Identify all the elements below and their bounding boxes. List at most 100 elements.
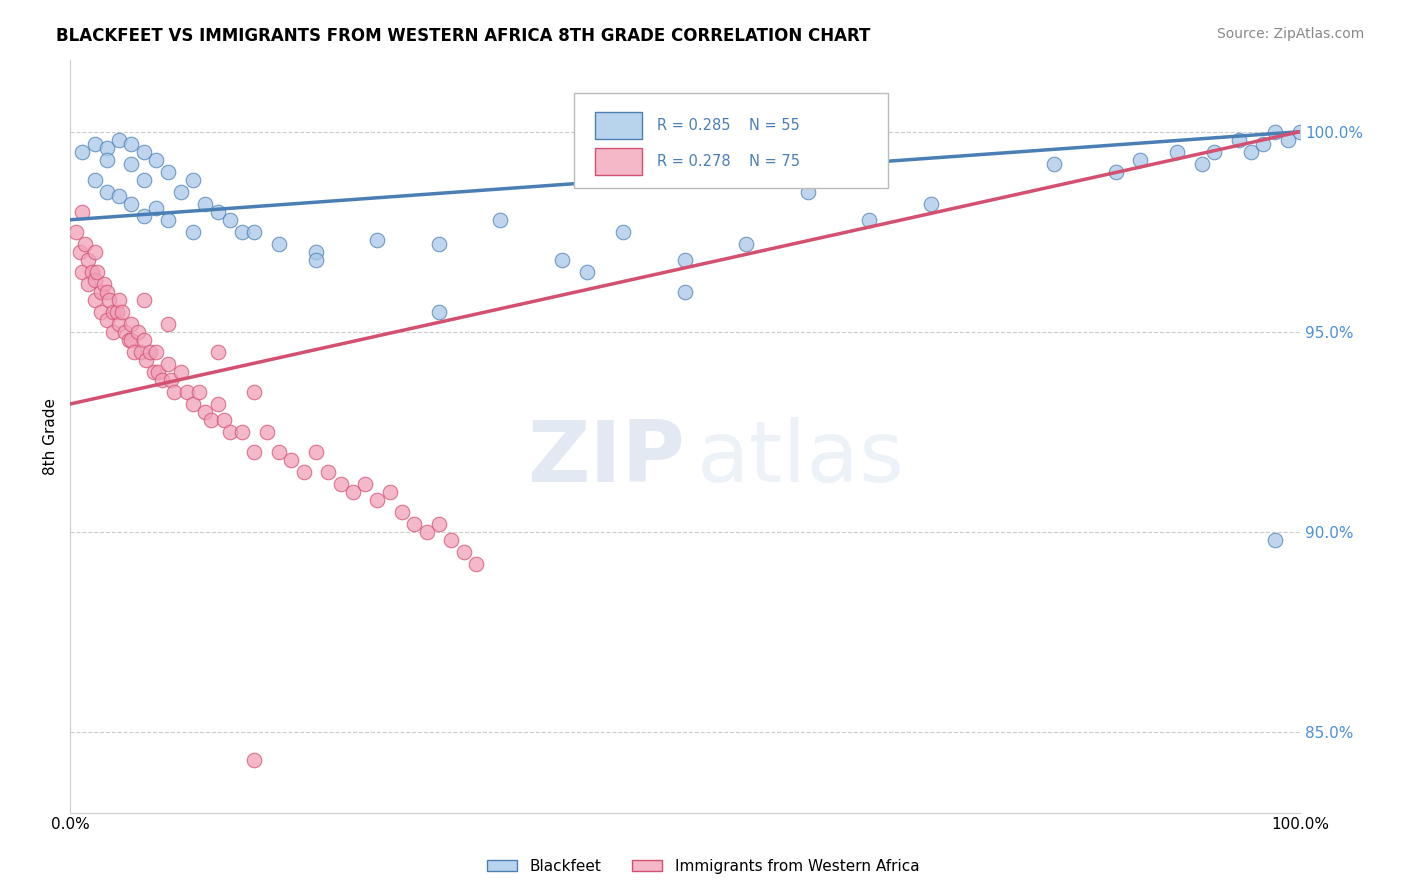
Point bbox=[129, 345, 152, 359]
Point bbox=[69, 244, 91, 259]
Bar bbox=[595, 112, 643, 138]
Point bbox=[118, 333, 141, 347]
Point bbox=[329, 477, 352, 491]
Point bbox=[243, 384, 266, 399]
Point bbox=[169, 365, 191, 379]
Point bbox=[96, 141, 118, 155]
Point bbox=[366, 493, 388, 508]
Legend: Blackfeet, Immigrants from Western Africa: Blackfeet, Immigrants from Western Afric… bbox=[481, 853, 925, 880]
Point bbox=[366, 233, 388, 247]
Point bbox=[243, 225, 266, 239]
Point bbox=[1104, 165, 1126, 179]
Point bbox=[735, 236, 758, 251]
Text: BLACKFEET VS IMMIGRANTS FROM WESTERN AFRICA 8TH GRADE CORRELATION CHART: BLACKFEET VS IMMIGRANTS FROM WESTERN AFR… bbox=[56, 27, 870, 45]
Point bbox=[120, 317, 142, 331]
Point bbox=[108, 317, 131, 331]
Point bbox=[218, 212, 240, 227]
Point bbox=[194, 196, 217, 211]
Point bbox=[135, 353, 157, 368]
Point bbox=[157, 317, 180, 331]
Point bbox=[65, 225, 87, 239]
Point bbox=[1277, 133, 1299, 147]
FancyBboxPatch shape bbox=[574, 94, 889, 187]
Point bbox=[77, 252, 100, 267]
Point bbox=[83, 136, 105, 151]
Point bbox=[305, 252, 328, 267]
Text: R = 0.285    N = 55: R = 0.285 N = 55 bbox=[657, 118, 800, 133]
Point bbox=[83, 293, 105, 307]
Point bbox=[93, 277, 115, 291]
Point bbox=[305, 244, 328, 259]
Point bbox=[132, 209, 155, 223]
Point bbox=[122, 345, 145, 359]
Point bbox=[243, 754, 266, 768]
Y-axis label: 8th Grade: 8th Grade bbox=[44, 398, 58, 475]
Point bbox=[673, 252, 696, 267]
Point bbox=[101, 325, 124, 339]
Point bbox=[120, 157, 142, 171]
Point bbox=[145, 345, 167, 359]
Point bbox=[70, 204, 93, 219]
Point bbox=[207, 345, 229, 359]
Text: atlas: atlas bbox=[697, 417, 905, 500]
Point bbox=[148, 365, 170, 379]
Point bbox=[378, 485, 401, 500]
Point bbox=[181, 173, 204, 187]
Point bbox=[391, 505, 413, 519]
Point bbox=[427, 305, 450, 319]
Point bbox=[86, 265, 108, 279]
Point bbox=[145, 201, 167, 215]
Point bbox=[194, 405, 217, 419]
Point bbox=[354, 477, 377, 491]
Point bbox=[181, 225, 204, 239]
Point bbox=[110, 305, 132, 319]
Point bbox=[70, 265, 93, 279]
Point bbox=[132, 333, 155, 347]
Point bbox=[243, 445, 266, 459]
Point bbox=[200, 413, 222, 427]
Point bbox=[415, 525, 437, 540]
Point bbox=[1202, 145, 1225, 159]
Point bbox=[142, 365, 165, 379]
Point bbox=[101, 305, 124, 319]
Point bbox=[108, 188, 131, 202]
Point bbox=[181, 397, 204, 411]
Point bbox=[1264, 533, 1286, 548]
Point bbox=[132, 293, 155, 307]
Point bbox=[98, 293, 121, 307]
Point bbox=[1166, 145, 1188, 159]
Point bbox=[612, 225, 634, 239]
Point bbox=[427, 517, 450, 532]
Point bbox=[280, 453, 302, 467]
Point bbox=[489, 212, 512, 227]
Point bbox=[145, 153, 167, 167]
Point bbox=[1251, 136, 1274, 151]
Point bbox=[207, 397, 229, 411]
Point bbox=[157, 165, 180, 179]
Point bbox=[316, 465, 339, 479]
Point bbox=[127, 325, 149, 339]
Point bbox=[159, 373, 181, 387]
Point bbox=[90, 305, 112, 319]
Point bbox=[427, 236, 450, 251]
Point bbox=[139, 345, 162, 359]
Point bbox=[83, 173, 105, 187]
Point bbox=[83, 273, 105, 287]
Point bbox=[176, 384, 198, 399]
Text: R = 0.278    N = 75: R = 0.278 N = 75 bbox=[657, 154, 800, 169]
Point bbox=[797, 185, 820, 199]
Point bbox=[673, 285, 696, 299]
Text: Source: ZipAtlas.com: Source: ZipAtlas.com bbox=[1216, 27, 1364, 41]
Point bbox=[212, 413, 235, 427]
Point bbox=[231, 425, 253, 439]
Point bbox=[1289, 125, 1312, 139]
Point bbox=[96, 285, 118, 299]
Point bbox=[120, 333, 142, 347]
Point bbox=[920, 196, 942, 211]
Point bbox=[1043, 157, 1066, 171]
Point bbox=[132, 145, 155, 159]
Point bbox=[96, 313, 118, 327]
Point bbox=[218, 425, 240, 439]
Point bbox=[231, 225, 253, 239]
Point bbox=[157, 357, 180, 371]
